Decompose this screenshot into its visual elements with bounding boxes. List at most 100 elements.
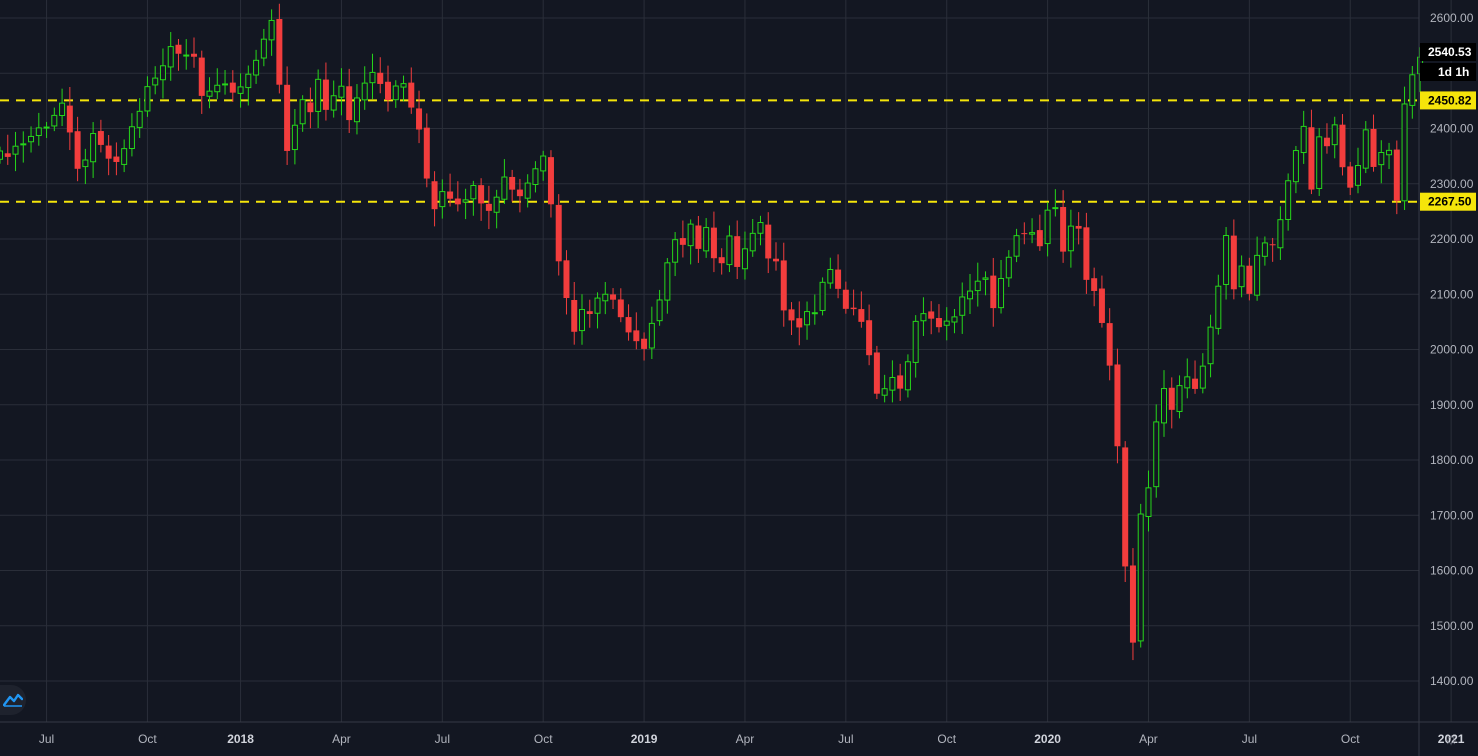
candle[interactable]: [610, 288, 617, 310]
candle[interactable]: [1393, 140, 1400, 215]
candle[interactable]: [873, 345, 880, 400]
candle[interactable]: [183, 39, 190, 70]
candle[interactable]: [4, 134, 11, 165]
candle[interactable]: [136, 98, 143, 138]
candle[interactable]: [431, 171, 438, 227]
interval-label[interactable]: 1d 1h: [1438, 65, 1469, 79]
candle[interactable]: [198, 50, 205, 114]
candle[interactable]: [59, 88, 66, 126]
candle[interactable]: [594, 292, 601, 329]
candle[interactable]: [1199, 353, 1206, 394]
candle[interactable]: [268, 9, 275, 56]
candle[interactable]: [749, 218, 756, 257]
candle[interactable]: [229, 70, 236, 102]
candle[interactable]: [509, 169, 516, 202]
candle[interactable]: [928, 301, 935, 335]
candle[interactable]: [315, 69, 322, 129]
candle[interactable]: [1176, 375, 1183, 419]
candle[interactable]: [454, 181, 461, 212]
candle[interactable]: [1323, 123, 1330, 154]
candle[interactable]: [222, 70, 229, 95]
candle[interactable]: [1370, 114, 1377, 172]
candle[interactable]: [276, 3, 283, 94]
candle[interactable]: [152, 66, 159, 95]
candle[interactable]: [858, 291, 865, 328]
candle[interactable]: [260, 28, 267, 67]
candle[interactable]: [338, 68, 345, 116]
candle[interactable]: [547, 150, 554, 218]
candle[interactable]: [245, 65, 252, 106]
candle[interactable]: [951, 308, 958, 334]
candle[interactable]: [307, 87, 314, 129]
candle[interactable]: [237, 73, 244, 108]
candle[interactable]: [990, 257, 997, 327]
candle[interactable]: [43, 121, 50, 138]
candle[interactable]: [1161, 370, 1167, 437]
candle[interactable]: [423, 113, 430, 188]
candle[interactable]: [1246, 257, 1253, 301]
candle[interactable]: [385, 65, 391, 112]
candle[interactable]: [1207, 314, 1214, 378]
candle[interactable]: [284, 66, 291, 165]
candle[interactable]: [586, 299, 593, 328]
candle[interactable]: [128, 113, 135, 157]
candle[interactable]: [850, 289, 857, 316]
candle[interactable]: [1052, 189, 1059, 217]
candle[interactable]: [439, 179, 446, 219]
candle[interactable]: [1106, 308, 1113, 381]
candle[interactable]: [710, 211, 717, 273]
candle[interactable]: [959, 282, 966, 334]
candle[interactable]: [74, 116, 81, 182]
candle[interactable]: [555, 194, 562, 276]
candle[interactable]: [1339, 114, 1346, 176]
candle[interactable]: [1060, 190, 1067, 263]
candle[interactable]: [602, 282, 609, 315]
candle[interactable]: [353, 84, 360, 135]
candle[interactable]: [1254, 236, 1261, 301]
candle[interactable]: [516, 178, 523, 213]
candle[interactable]: [726, 225, 733, 273]
candle[interactable]: [1192, 360, 1199, 394]
candle[interactable]: [664, 258, 671, 314]
candle[interactable]: [462, 188, 469, 220]
candle[interactable]: [1409, 65, 1416, 119]
candle[interactable]: [524, 174, 531, 208]
candle[interactable]: [625, 304, 632, 341]
candle[interactable]: [97, 119, 104, 153]
candle[interactable]: [703, 218, 710, 258]
candle[interactable]: [827, 257, 834, 289]
candle[interactable]: [773, 242, 779, 271]
candle[interactable]: [1044, 202, 1051, 257]
candle[interactable]: [1378, 140, 1385, 184]
candle[interactable]: [1145, 470, 1152, 532]
candle[interactable]: [718, 248, 725, 275]
candle[interactable]: [695, 215, 702, 263]
candle[interactable]: [253, 49, 260, 84]
candle[interactable]: [144, 76, 151, 117]
candle[interactable]: [206, 77, 213, 109]
candle[interactable]: [563, 250, 570, 315]
candle[interactable]: [1261, 236, 1268, 266]
candle[interactable]: [1184, 358, 1191, 399]
candle[interactable]: [191, 37, 197, 68]
candle[interactable]: [90, 122, 97, 178]
candle[interactable]: [12, 131, 19, 172]
candle[interactable]: [687, 219, 694, 265]
candle[interactable]: [51, 107, 58, 132]
candle[interactable]: [322, 62, 329, 121]
candle[interactable]: [1129, 548, 1136, 661]
candle[interactable]: [1091, 267, 1098, 307]
candle[interactable]: [1401, 86, 1408, 210]
candle[interactable]: [159, 48, 166, 99]
candle[interactable]: [920, 297, 927, 337]
candle[interactable]: [392, 80, 399, 108]
candle[interactable]: [478, 178, 485, 221]
candle[interactable]: [493, 189, 500, 229]
candle[interactable]: [105, 134, 112, 176]
candle[interactable]: [408, 67, 415, 114]
candle[interactable]: [889, 360, 896, 403]
candle[interactable]: [780, 242, 787, 327]
candle[interactable]: [912, 315, 919, 378]
candle[interactable]: [416, 90, 423, 144]
